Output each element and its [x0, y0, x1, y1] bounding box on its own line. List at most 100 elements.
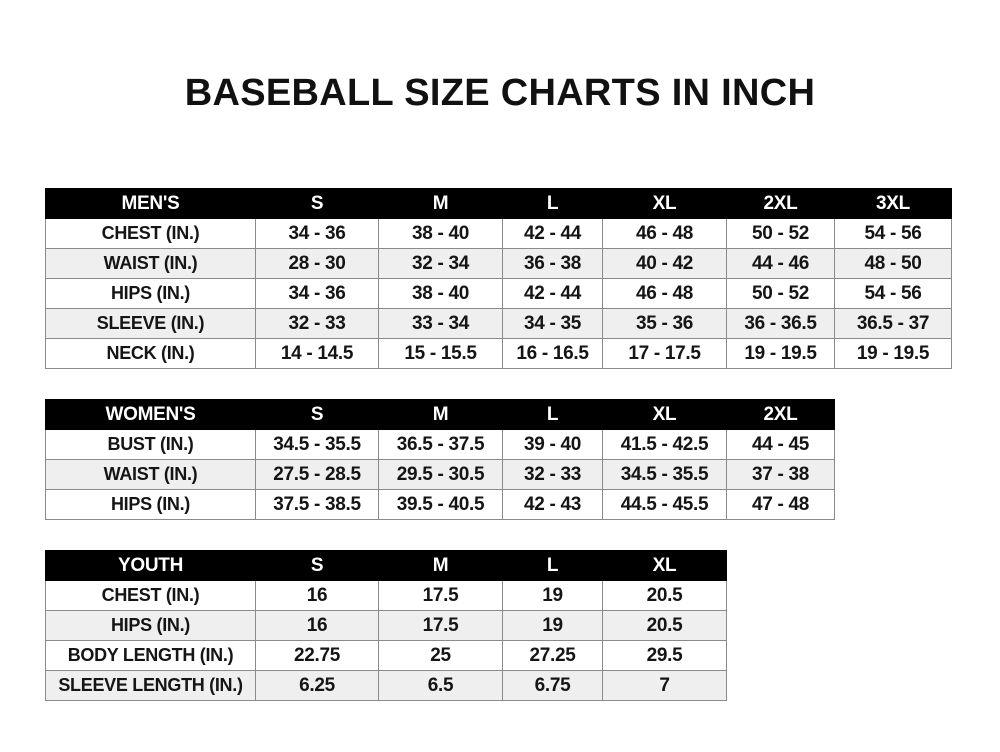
size-value-cell: 29.5 - 30.5	[378, 459, 503, 490]
measurement-label: HIPS (IN.)	[45, 489, 256, 520]
size-column-header: XL	[602, 188, 727, 219]
size-value-cell: 32 - 33	[502, 459, 603, 490]
size-column-header: L	[502, 188, 603, 219]
size-value-cell: 34.5 - 35.5	[602, 459, 727, 490]
size-value-cell: 20.5	[602, 580, 727, 611]
size-value-cell: 39.5 - 40.5	[378, 489, 503, 520]
table-row: WAIST (IN.) 28 - 30 32 - 34 36 - 38 40 - 42 4…	[45, 248, 952, 279]
size-value-cell: 22.75	[255, 640, 379, 671]
table-row: SLEEVE LENGTH (IN.) 6.25 6.5 6.75 7	[45, 670, 727, 701]
table-row: HIPS (IN.) 16 17.5 19 20.5	[45, 610, 727, 641]
size-value-cell: 44.5 - 45.5	[602, 489, 727, 520]
size-value-cell: 27.5 - 28.5	[255, 459, 379, 490]
table-category-header: MEN'S	[45, 188, 256, 219]
size-value-cell: 38 - 40	[378, 218, 503, 249]
size-value-cell: 50 - 52	[726, 278, 835, 309]
size-value-cell: 17.5	[378, 580, 503, 611]
mens-size-table: MEN'S S M L XL 2XL 3XL CHEST (IN.) 34 - 36 38 - 4…	[45, 188, 952, 369]
size-value-cell: 6.75	[502, 670, 603, 701]
size-value-cell: 27.25	[502, 640, 603, 671]
size-value-cell: 32 - 33	[255, 308, 379, 339]
table-category-header: WOMEN'S	[45, 399, 256, 430]
size-value-cell: 46 - 48	[602, 278, 727, 309]
size-value-cell: 14 - 14.5	[255, 338, 379, 369]
table-row: BUST (IN.) 34.5 - 35.5 36.5 - 37.5 39 - 40 4…	[45, 429, 835, 460]
measurement-label: BODY LENGTH (IN.)	[45, 640, 256, 671]
table-category-header: YOUTH	[45, 550, 256, 581]
table-row: HIPS (IN.) 37.5 - 38.5 39.5 - 40.5 42 - 43 4…	[45, 489, 835, 520]
header-row: YOUTH S M L XL	[45, 550, 727, 581]
size-column-header: S	[255, 399, 379, 430]
size-value-cell: 41.5 - 42.5	[602, 429, 727, 460]
size-value-cell: 29.5	[602, 640, 727, 671]
size-column-header: S	[255, 550, 379, 581]
size-value-cell: 19	[502, 610, 603, 641]
size-value-cell: 39 - 40	[502, 429, 603, 460]
size-column-header: M	[378, 550, 503, 581]
size-column-header: M	[378, 188, 503, 219]
size-value-cell: 46 - 48	[602, 218, 727, 249]
size-value-cell: 17.5	[378, 610, 503, 641]
measurement-label: WAIST (IN.)	[45, 248, 256, 279]
size-value-cell: 48 - 50	[834, 248, 952, 279]
table-row: SLEEVE (IN.) 32 - 33 33 - 34 34 - 35 35 - 36…	[45, 308, 952, 339]
page-title: BASEBALL SIZE CHARTS IN INCH	[184, 72, 816, 114]
size-value-cell: 36 - 38	[502, 248, 603, 279]
size-value-cell: 47 - 48	[726, 489, 835, 520]
size-value-cell: 25	[378, 640, 503, 671]
size-value-cell: 32 - 34	[378, 248, 503, 279]
size-value-cell: 34.5 - 35.5	[255, 429, 379, 460]
size-value-cell: 37.5 - 38.5	[255, 489, 379, 520]
size-value-cell: 44 - 46	[726, 248, 835, 279]
size-value-cell: 6.5	[378, 670, 503, 701]
table-row: CHEST (IN.) 16 17.5 19 20.5	[45, 580, 727, 611]
size-value-cell: 36.5 - 37.5	[378, 429, 503, 460]
size-value-cell: 17 - 17.5	[602, 338, 727, 369]
size-value-cell: 54 - 56	[834, 218, 952, 249]
size-value-cell: 36 - 36.5	[726, 308, 835, 339]
size-value-cell: 7	[602, 670, 727, 701]
size-value-cell: 16	[255, 610, 379, 641]
size-column-header: M	[378, 399, 503, 430]
measurement-label: WAIST (IN.)	[45, 459, 256, 490]
size-value-cell: 42 - 44	[502, 278, 603, 309]
size-column-header: XL	[602, 399, 727, 430]
size-value-cell: 54 - 56	[834, 278, 952, 309]
size-value-cell: 19 - 19.5	[834, 338, 952, 369]
size-value-cell: 15 - 15.5	[378, 338, 503, 369]
size-column-header: 3XL	[834, 188, 952, 219]
measurement-label: CHEST (IN.)	[45, 580, 256, 611]
size-value-cell: 34 - 36	[255, 278, 379, 309]
table-row: NECK (IN.) 14 - 14.5 15 - 15.5 16 - 16.5 17 …	[45, 338, 952, 369]
size-value-cell: 33 - 34	[378, 308, 503, 339]
size-value-cell: 19 - 19.5	[726, 338, 835, 369]
size-column-header: L	[502, 399, 603, 430]
header-row: MEN'S S M L XL 2XL 3XL	[45, 188, 952, 219]
size-value-cell: 6.25	[255, 670, 379, 701]
measurement-label: HIPS (IN.)	[45, 610, 256, 641]
header-row: WOMEN'S S M L XL 2XL	[45, 399, 835, 430]
size-value-cell: 44 - 45	[726, 429, 835, 460]
size-column-header: 2XL	[726, 188, 835, 219]
measurement-label: SLEEVE (IN.)	[45, 308, 256, 339]
size-value-cell: 20.5	[602, 610, 727, 641]
measurement-label: CHEST (IN.)	[45, 218, 256, 249]
size-value-cell: 16 - 16.5	[502, 338, 603, 369]
size-column-header: 2XL	[726, 399, 835, 430]
size-value-cell: 42 - 43	[502, 489, 603, 520]
size-value-cell: 34 - 35	[502, 308, 603, 339]
table-row: WAIST (IN.) 27.5 - 28.5 29.5 - 30.5 32 - 33…	[45, 459, 835, 490]
measurement-label: NECK (IN.)	[45, 338, 256, 369]
size-value-cell: 36.5 - 37	[834, 308, 952, 339]
size-column-header: L	[502, 550, 603, 581]
size-value-cell: 19	[502, 580, 603, 611]
womens-size-table: WOMEN'S S M L XL 2XL BUST (IN.) 34.5 - 35.5 36.5…	[45, 399, 835, 520]
table-row: HIPS (IN.) 34 - 36 38 - 40 42 - 44 46 - 48 50…	[45, 278, 952, 309]
size-column-header: S	[255, 188, 379, 219]
size-value-cell: 40 - 42	[602, 248, 727, 279]
table-row: BODY LENGTH (IN.) 22.75 25 27.25 29.5	[45, 640, 727, 671]
size-value-cell: 50 - 52	[726, 218, 835, 249]
table-row: CHEST (IN.) 34 - 36 38 - 40 42 - 44 46 - 48 5…	[45, 218, 952, 249]
measurement-label: HIPS (IN.)	[45, 278, 256, 309]
youth-size-table: YOUTH S M L XL CHEST (IN.) 16 17.5 19 20.5 HIPS (I…	[45, 550, 727, 701]
